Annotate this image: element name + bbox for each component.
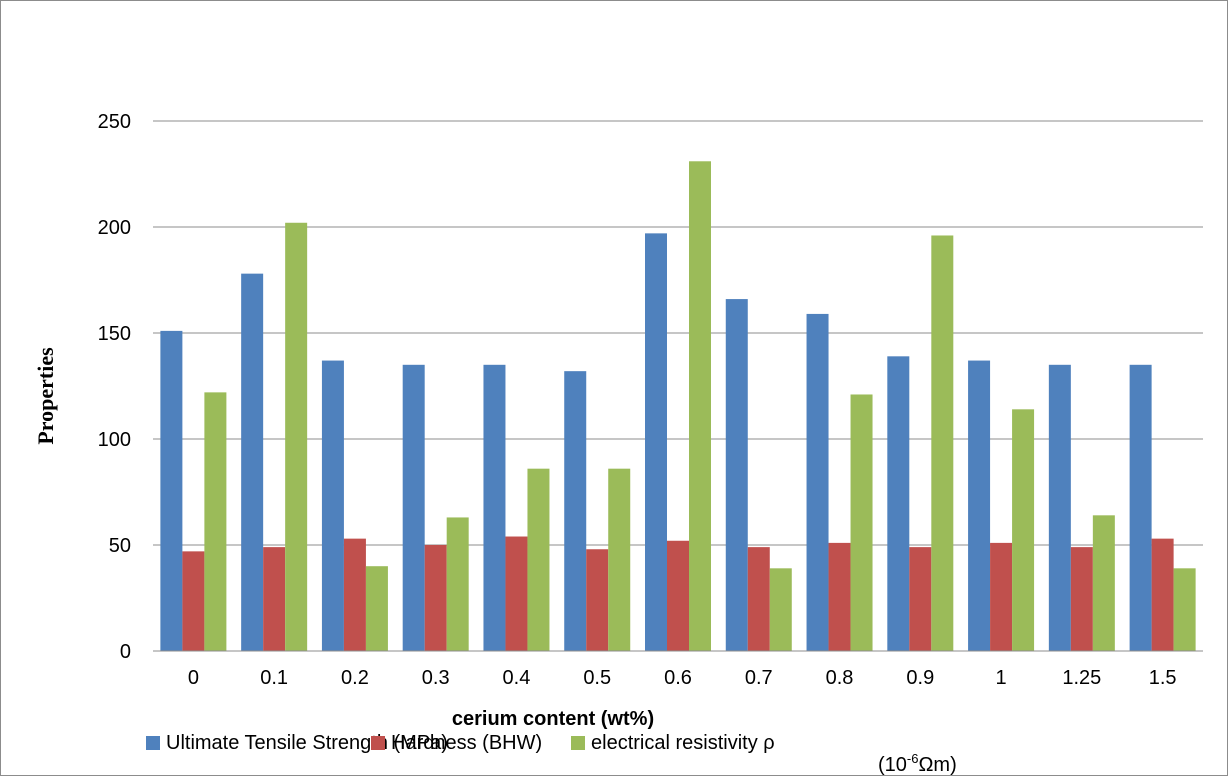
bar xyxy=(747,547,770,651)
bar xyxy=(608,468,631,651)
bar xyxy=(343,538,366,651)
bar xyxy=(887,356,910,651)
bar xyxy=(263,547,286,651)
y-tick-label: 100 xyxy=(98,429,131,451)
bar xyxy=(564,371,587,651)
bar xyxy=(1173,568,1196,651)
y-axis-label: Properties xyxy=(33,347,58,445)
bar xyxy=(241,273,264,651)
bar xyxy=(645,233,667,652)
x-axis-ticks: 0 0.1 0.2 0.3 0.4 0.5 0.6 0.7 0.8 0.9 1 1.25 1.5 xyxy=(188,667,1177,689)
y-tick-label: 0 xyxy=(120,641,131,663)
bar xyxy=(1092,515,1115,651)
bar xyxy=(527,468,550,651)
bar xyxy=(402,364,425,651)
y-tick-label: 150 xyxy=(98,323,131,345)
x-axis-label: cerium content (wt%) xyxy=(452,708,654,730)
legend-label: electrical resistivity ρ xyxy=(591,732,775,754)
legend-swatch xyxy=(371,736,385,750)
bar xyxy=(667,540,689,651)
bar xyxy=(909,547,932,651)
bar xyxy=(160,330,183,651)
x-tick-label: 1 xyxy=(996,667,1007,689)
bar xyxy=(769,568,792,651)
bar xyxy=(990,542,1013,651)
bar xyxy=(968,360,991,651)
bar xyxy=(1129,364,1152,651)
bar xyxy=(1070,547,1093,651)
y-tick-label: 200 xyxy=(98,217,131,239)
legend-swatch xyxy=(571,736,585,750)
bar xyxy=(806,313,829,651)
legend-label: Hardness (BHW) xyxy=(391,732,542,754)
legend-swatch xyxy=(146,736,160,750)
x-tick-label: 0.3 xyxy=(422,667,450,689)
x-tick-label: 0.7 xyxy=(745,667,773,689)
bar xyxy=(850,394,873,651)
y-tick-label: 50 xyxy=(109,535,131,557)
legend-unit: (10-6Ωm) xyxy=(878,751,957,776)
x-tick-label: 0.6 xyxy=(664,667,692,689)
bar xyxy=(446,517,469,651)
bar xyxy=(321,360,344,651)
bar xyxy=(931,235,954,652)
x-tick-label: 0.5 xyxy=(583,667,611,689)
x-tick-label: 0.8 xyxy=(826,667,854,689)
y-tick-label: 250 xyxy=(98,111,131,133)
x-tick-label: 1.25 xyxy=(1062,667,1101,689)
y-axis-ticks: 0 50 100 150 200 250 xyxy=(98,111,131,663)
bar xyxy=(483,364,506,651)
x-tick-label: 0.4 xyxy=(503,667,531,689)
bar xyxy=(586,549,609,651)
x-tick-label: 0.9 xyxy=(906,667,934,689)
bar xyxy=(424,545,447,651)
bar xyxy=(725,299,748,651)
bar xyxy=(1012,409,1035,651)
bar xyxy=(1048,364,1071,651)
x-tick-label: 0 xyxy=(188,667,199,689)
bar xyxy=(828,542,851,651)
x-tick-label: 1.5 xyxy=(1149,667,1177,689)
bar xyxy=(505,536,528,651)
legend: Ultimate Tensile Strength (MPa)Hardness … xyxy=(146,732,957,776)
bars xyxy=(160,161,1196,652)
bar xyxy=(365,566,388,651)
x-tick-label: 0.2 xyxy=(341,667,369,689)
bar xyxy=(1151,538,1174,651)
bar xyxy=(285,222,308,651)
gridlines xyxy=(153,120,1203,546)
bar xyxy=(689,161,711,651)
bar xyxy=(204,392,227,651)
bar xyxy=(182,551,205,651)
x-tick-label: 0.1 xyxy=(260,667,288,689)
